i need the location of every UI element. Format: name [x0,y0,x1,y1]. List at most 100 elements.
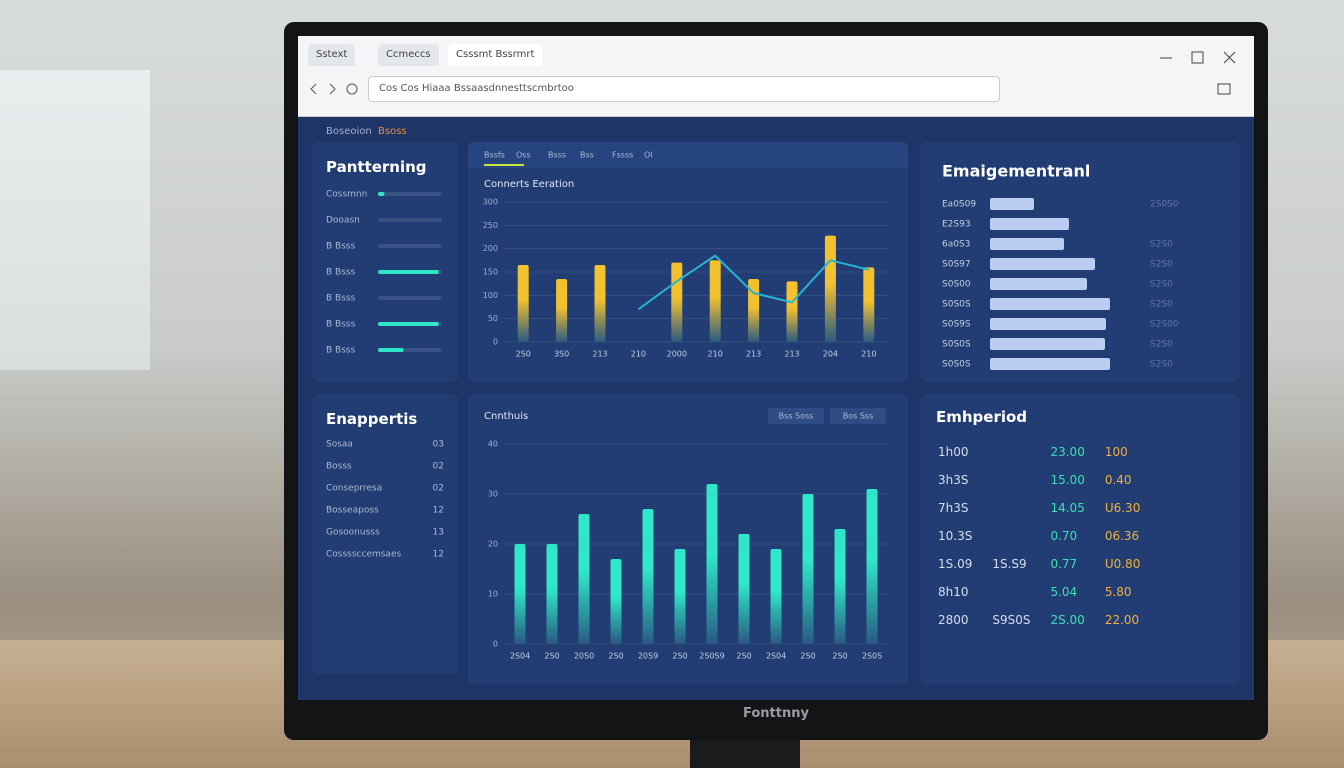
progress-bar [378,348,404,352]
progress-bar [378,322,439,326]
chart: Emaigementranl Ea0S09 2S0S0 E2S93 6a0S3 S2S0 S… [942,162,1179,370]
window-controls[interactable] [1148,46,1248,106]
table-row: 2800 S9S0S 2S.00 22.00 [928,606,1150,634]
table-cell: 8h10 [938,585,969,599]
chart-tab[interactable]: Bsss [548,151,566,160]
bar [866,489,878,644]
menu-icon[interactable] [1217,83,1231,95]
reload-icon[interactable] [346,83,358,95]
toggle-button[interactable] [768,408,824,424]
close-icon[interactable] [1223,51,1236,64]
tab-strip [468,142,908,168]
browser-tab[interactable]: Ccmeccs [378,44,439,66]
table-cell: 22.00 [1104,613,1140,627]
bar [990,258,1095,270]
chart-tab[interactable]: Fssss [612,151,633,160]
table-cell: 2800 [938,613,969,627]
y-tick-label: 300 [483,198,498,207]
progress-bar [378,270,439,274]
y-tick-label: 0 [493,338,498,347]
address-bar[interactable]: Cos Cos Hiaaa Bssaasdnnesttscmbrtoo [368,76,1000,102]
browser-tab[interactable]: Csssmt Bssrmrt [448,44,543,66]
chart-tab[interactable]: Bssfs [484,151,505,160]
progress-track [378,296,442,300]
x-tick-label: 210 [708,350,723,359]
maximize-icon[interactable] [1191,51,1204,64]
monitor-brand: Fonttnny [743,706,809,721]
chart-tab[interactable]: Bss [580,151,594,160]
chart: Bssfs Oss Bsss Bss Fssss Ol Connerts Eeration 0… [468,142,908,359]
chart-title: Connerts Eeration [484,179,574,190]
bar-annotation: S2S0 [1150,300,1173,310]
bar [642,509,654,644]
chart-panel: Bssfs Oss Bsss Bss Fssss Ol Connerts Eeration 0… [468,142,908,382]
chart-title: Cnnthuis [484,411,528,422]
progress-panel: Pantterning Cossmnn Dooasn B Bsss B Bsss B B… [312,142,458,382]
x-tick-label: 2S04 [510,652,530,661]
list-value: 02 [433,462,444,472]
bar [748,279,760,342]
y-tick-label: 20 [488,540,498,549]
y-tick-label: 0 [493,640,498,649]
list-value: 12 [433,506,444,516]
table-cell: 0.70 [1050,529,1078,543]
list-panel: Enappertis Sosaa 03 Bosss 02 Conseprresa 02 Bo… [312,394,458,674]
table-cell: 7h3S [938,501,969,515]
chart-tab[interactable]: Oss [516,151,531,160]
bar [802,494,814,644]
nav-item[interactable]: Bsoss [378,126,407,137]
line-series [637,254,870,311]
table-cell: 14.05 [1050,501,1085,515]
x-tick-label: 2S0 [672,652,687,661]
list-label: Conseprresa [326,484,382,494]
chart-tab[interactable]: Ol [644,151,653,160]
x-tick-label: 213 [592,350,607,359]
table-panel: Emhperiod 1h00 23.00 100 3h3S 15.00 0.40 7h3S 1… [920,394,1240,684]
bar [546,544,558,644]
y-tick-label: 40 [488,440,498,449]
back-forward-icon[interactable] [310,83,336,95]
x-tick-label: 2S0 [736,652,751,661]
bar [709,260,721,342]
list-label: Bosss [326,462,352,472]
x-tick-label: 213 [746,350,761,359]
browser-tab[interactable]: Sstext [308,44,356,66]
bar [738,534,750,644]
bar [990,238,1064,250]
chart-panel: Cnnthuis Bss Soss Bos Sss 0 10 20 30 40 2S04 2S0 2… [468,394,908,684]
progress-track [378,244,442,248]
x-tick-label: 204 [823,350,838,359]
table-cell: 5.04 [1050,585,1078,599]
progress-list: Cossmnn Dooasn B Bsss B Bsss B Bsss B Bsss B B… [326,190,442,356]
data-table: 1h00 23.00 100 3h3S 15.00 0.40 7h3S 14.05 U6.30 1… [928,438,1150,634]
bar [990,278,1087,290]
toggle-label[interactable]: Bos Sss [843,412,874,421]
nav-item[interactable]: Boseoion [326,126,372,137]
list-value: 12 [433,550,444,560]
x-tick-label: 210 [861,350,876,359]
bar [990,358,1110,370]
table-row: 1S.09 1S.S9 0.77 U0.80 [928,550,1150,578]
y-tick-label: E2S93 [942,220,971,230]
table-cell [982,438,1040,466]
bar [674,549,686,644]
y-tick-label: 150 [483,268,498,277]
x-tick-label: 213 [784,350,799,359]
y-tick-label: S0S0S [942,300,971,310]
nav-buttons[interactable] [308,80,364,98]
bar [990,338,1105,350]
x-tick-label: 2S0 [516,350,531,359]
toggle-label[interactable]: Bss Soss [779,412,814,421]
monitor: Fonttnny Sstext Ccmeccs Csssmt Bssrmrt C… [284,22,1268,740]
x-tick-label: 20S9 [638,652,658,661]
table-row: 8h10 5.04 5.80 [928,578,1150,606]
y-tick-label: 100 [483,291,498,300]
progress-bar [378,192,385,196]
bar [578,514,590,644]
toggle-button[interactable] [830,408,886,424]
y-tick-label: S0S00 [942,280,971,290]
monitor-stand [690,740,800,768]
table-row: 3h3S 15.00 0.40 [928,466,1150,494]
table-cell: 0.77 [1050,557,1078,571]
